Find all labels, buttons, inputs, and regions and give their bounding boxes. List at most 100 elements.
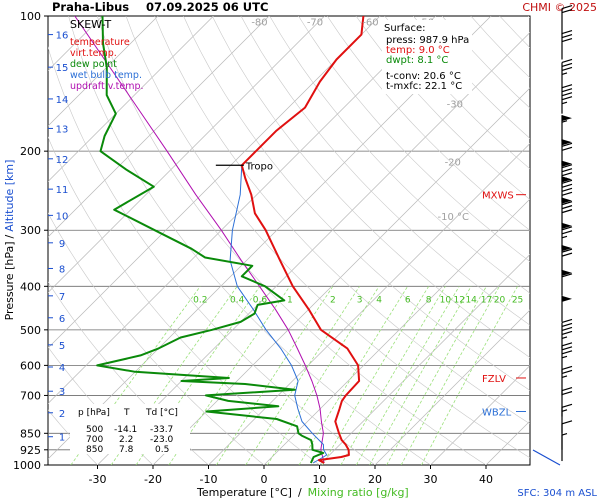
- mxws-label: MXWS: [482, 191, 514, 202]
- mixing-ratio-line: [356, 286, 460, 465]
- wind-barb: [561, 29, 573, 60]
- wind-barb-feather: [561, 179, 573, 184]
- pressure-tick-label: 925: [20, 444, 41, 457]
- wind-barb: [561, 342, 573, 372]
- wind-barb-pennant: [562, 269, 572, 276]
- wind-barb-feather: [561, 230, 573, 235]
- wind-barb-feather: [561, 88, 573, 93]
- dry-adiabat: [557, 16, 600, 465]
- wind-barb-feather: [561, 369, 573, 375]
- wind-barb-feather: [561, 403, 573, 408]
- wind-barb-pennant: [562, 115, 572, 122]
- isotherm-label: -80: [251, 18, 267, 29]
- mixing-ratio-label: 3: [357, 295, 363, 305]
- altitude-tick-label: 5: [59, 341, 65, 352]
- wind-barb-feather: [561, 390, 573, 396]
- wind-barb-feather: [561, 350, 573, 355]
- mixing-ratio-label: 10: [440, 295, 452, 305]
- mixing-ratio-line: [369, 286, 472, 465]
- updraft-virtual-temp-line: [74, 16, 325, 464]
- wind-barb-feather: [561, 420, 573, 425]
- wind-barb-half: [561, 235, 568, 239]
- isotherm-line: [152, 87, 530, 465]
- temperature-tick-label: 20: [368, 473, 382, 486]
- altitude-tick-label: 14: [56, 95, 69, 106]
- y-axis-title-pressure: Pressure [hPa]: [3, 241, 16, 320]
- wind-barb: [561, 139, 573, 166]
- table-header-t: T: [123, 408, 130, 418]
- wind-barb-half: [561, 72, 568, 76]
- pressure-tick-label: 500: [20, 324, 41, 337]
- altitude-tick-label: 11: [56, 185, 69, 196]
- legend-entry-updraft: updraft v.temp.: [70, 81, 144, 92]
- mixing-ratio-label: 8: [426, 295, 432, 305]
- wind-barb-feather: [561, 84, 573, 89]
- isotherm-label: -30: [447, 100, 463, 111]
- wind-barb-pennant: [562, 222, 572, 229]
- sfc-label: SFC: 304 m ASL: [517, 488, 597, 499]
- wind-barb: [561, 386, 573, 417]
- wind-barb-feather: [561, 322, 573, 327]
- mixing-ratio-line: [168, 286, 291, 465]
- wind-barb-feather: [561, 205, 573, 210]
- mixing-ratio-label: 17: [481, 295, 492, 305]
- temperature-tick-label: 40: [479, 473, 493, 486]
- wind-barb: [561, 403, 573, 434]
- dry-adiabat: [326, 16, 530, 231]
- dry-adiabat: [68, 16, 431, 465]
- altitude-tick-label: 2: [59, 409, 65, 420]
- wind-barb-pennant: [562, 197, 572, 204]
- table-row-p: 850: [86, 445, 103, 455]
- surface-wind-marker: [532, 449, 561, 466]
- wind-barb-feather: [561, 164, 573, 169]
- wind-barb: [561, 318, 573, 349]
- wind-barb-feather: [561, 58, 573, 64]
- legend-entry-virtual-temp: virt.temp.: [70, 48, 117, 59]
- pressure-tick-label: 400: [20, 280, 41, 293]
- surface-pressure: press: 987.9 hPa: [386, 35, 469, 46]
- table-header-p: p [hPa]: [78, 408, 110, 418]
- wind-barb: [561, 295, 572, 322]
- altitude-tick-label: 12: [56, 155, 69, 166]
- surface-temp: temp: 9.0 °C: [386, 45, 450, 56]
- altitude-tick-label: 15: [56, 63, 69, 74]
- table-row-p: 500: [86, 425, 103, 435]
- isotherm-line: [48, 16, 325, 293]
- altitude-tick-label: 13: [56, 124, 69, 135]
- mixing-ratio-label: 20: [494, 295, 506, 305]
- isotherm-line: [542, 16, 600, 465]
- wind-barb-feather: [561, 326, 573, 331]
- mixing-ratio-label: 14: [465, 295, 477, 305]
- legend-entry-dewpoint: dew point: [70, 59, 117, 70]
- wind-barb: [561, 115, 572, 142]
- isotherm-line: [430, 365, 530, 465]
- temperature-tick-label: 10: [313, 473, 327, 486]
- dry-adiabat: [298, 16, 530, 263]
- wind-barb: [561, 5, 573, 35]
- dry-adiabat: [48, 136, 320, 465]
- wbzl-label: WBZL: [482, 407, 512, 418]
- wind-barb-pennant: [562, 139, 572, 146]
- wind-barb: [561, 269, 573, 296]
- background-grid: [48, 16, 600, 465]
- y-axis-title-separator: /: [3, 234, 16, 238]
- mixing-ratio-line: [298, 286, 409, 465]
- dry-adiabat: [528, 16, 530, 19]
- wind-barb-half: [561, 375, 568, 379]
- mixing-ratio-line: [321, 286, 430, 465]
- level-table: p [hPa] T Td [°C] 500 -14.1 -33.7 700 2.…: [70, 404, 190, 455]
- copyright-label: CHMI © 2025: [522, 1, 597, 14]
- altitude-tick-label: 1: [59, 433, 65, 444]
- wind-barb-feather: [561, 252, 573, 257]
- wind-barb-feather: [561, 386, 573, 392]
- wind-barb: [561, 365, 573, 396]
- altitude-tick-label: 8: [59, 264, 65, 275]
- legend-title: SKEW-T: [70, 18, 112, 31]
- pressure-tick-label: 700: [20, 389, 41, 402]
- wind-barb: [561, 432, 568, 462]
- pressure-tick-label: 200: [20, 145, 41, 158]
- temperature-tick-label: -30: [89, 473, 107, 486]
- isotherm-line: [319, 254, 530, 465]
- wind-barb-feather: [561, 9, 573, 14]
